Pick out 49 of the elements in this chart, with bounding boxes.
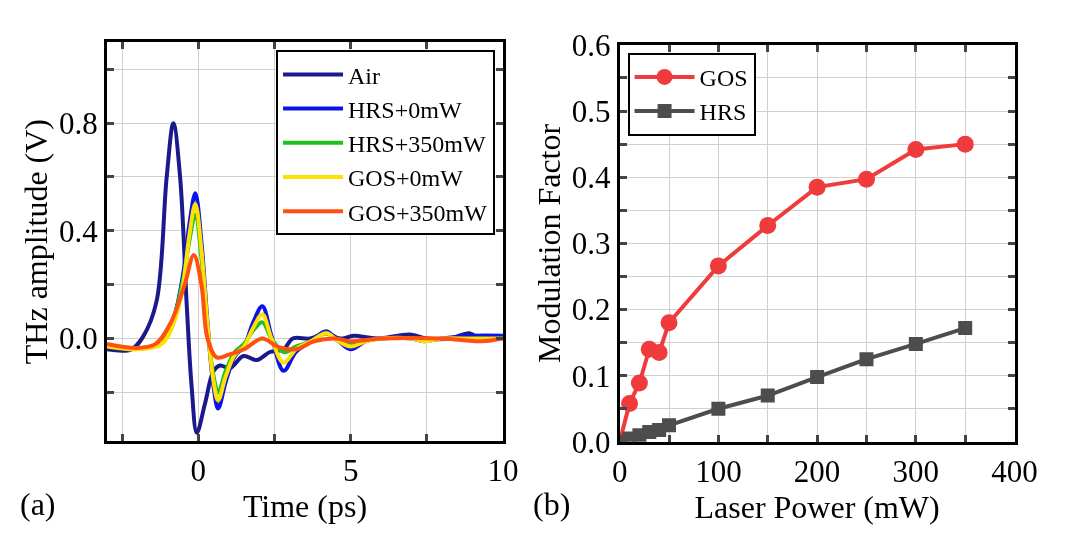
legend-label: Air: [348, 62, 381, 89]
point: [630, 374, 648, 392]
x-tick-label: 0: [611, 454, 628, 490]
y-tick-label: 0.4: [571, 160, 611, 196]
point: [810, 370, 825, 385]
point: [760, 388, 775, 403]
y-tick-label: 0.5: [571, 93, 611, 129]
x-tick-label: 5: [342, 453, 359, 489]
point: [859, 352, 874, 367]
y-tick-label: 0.4: [59, 213, 99, 249]
x-axis-title: Laser Power (mW): [694, 489, 940, 526]
x-tick-label: 0: [190, 453, 207, 489]
y-tick-label: 0.3: [571, 226, 611, 262]
x-tick-label: 300: [892, 454, 940, 490]
point: [709, 257, 727, 275]
point: [857, 170, 875, 188]
y-tick-label: 0.6: [571, 27, 611, 63]
line-series: [106, 253, 503, 360]
y-tick-label: 0.1: [571, 358, 611, 394]
text: (a): [20, 486, 56, 522]
point: [650, 344, 668, 362]
point: [808, 178, 826, 196]
text: (b): [533, 486, 571, 522]
point: [908, 336, 923, 351]
point: [759, 217, 777, 235]
legend-label: GOS+0mW: [348, 165, 464, 192]
x-tick-label: 200: [793, 454, 841, 490]
point: [662, 418, 677, 433]
point: [958, 321, 973, 336]
y-tick-label: 0.2: [571, 292, 611, 328]
point: [956, 135, 974, 153]
y-axis-title: Modulation Factor: [531, 123, 567, 363]
x-tick-label: 400: [991, 454, 1038, 490]
y-tick-label: 0.0: [571, 424, 611, 460]
point: [660, 314, 678, 332]
legend-label: GOS: [699, 65, 748, 92]
x-tick-label: 100: [695, 454, 742, 490]
point: [907, 140, 925, 158]
x-tick-label: 10: [487, 453, 519, 489]
x-axis-title: Time (ps): [242, 488, 368, 525]
legend-label: HRS+350mW: [348, 131, 486, 158]
point: [621, 394, 639, 412]
point: [711, 401, 726, 416]
legend-label: HRS: [699, 99, 747, 126]
legend-label: HRS+0mW: [348, 96, 462, 123]
y-axis-title: THz amplitude (V): [18, 118, 55, 365]
y-tick-label: 0.8: [59, 105, 98, 141]
y-tick-label: 0.0: [59, 321, 98, 357]
legend-label: GOS+350mW: [348, 199, 488, 226]
